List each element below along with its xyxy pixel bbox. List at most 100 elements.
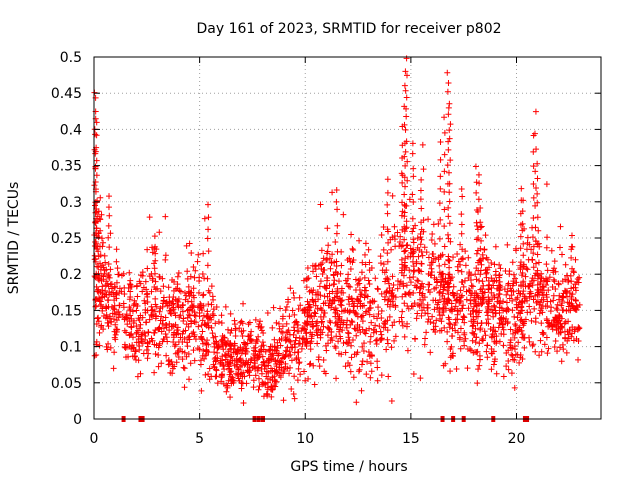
data-point (401, 213, 408, 220)
data-point (151, 260, 158, 267)
data-point (572, 284, 579, 291)
data-point (385, 280, 392, 287)
data-point (537, 337, 544, 344)
data-point (195, 323, 202, 330)
data-point (519, 220, 526, 227)
data-point (507, 285, 514, 292)
data-point (152, 257, 159, 264)
data-point (334, 319, 341, 326)
data-point (128, 315, 135, 322)
data-point (398, 256, 405, 263)
data-point (420, 166, 427, 173)
data-point (478, 286, 485, 293)
data-point (434, 278, 441, 285)
data-point (205, 214, 212, 221)
data-point (520, 279, 527, 286)
data-point (278, 328, 285, 335)
data-point (538, 320, 545, 327)
data-point (151, 329, 158, 336)
data-point (255, 351, 262, 358)
data-point (190, 292, 197, 299)
data-point (531, 305, 538, 312)
data-point (356, 298, 363, 305)
data-point (105, 204, 112, 211)
data-point (391, 223, 398, 230)
data-point (303, 329, 310, 336)
data-point (297, 302, 304, 309)
data-point (445, 271, 452, 278)
data-point (200, 347, 207, 354)
data-point (113, 328, 120, 335)
data-point (414, 277, 421, 284)
data-point (227, 310, 234, 317)
data-point (333, 187, 340, 194)
data-point (214, 349, 221, 356)
data-point (358, 269, 365, 276)
data-point (139, 329, 146, 336)
data-point (483, 269, 490, 276)
data-point (110, 365, 117, 372)
data-point (224, 361, 231, 368)
data-point (343, 280, 350, 287)
data-point (529, 256, 536, 263)
data-point (94, 197, 101, 204)
data-point (367, 338, 374, 345)
data-point (265, 357, 272, 364)
data-point (510, 278, 517, 285)
data-point (444, 88, 451, 95)
data-point (225, 350, 232, 357)
data-point (239, 320, 246, 327)
data-point (95, 229, 102, 236)
data-point (431, 285, 438, 292)
data-point (459, 246, 466, 253)
data-point (412, 282, 419, 289)
data-point (289, 307, 296, 314)
data-point (517, 233, 524, 240)
data-point (418, 268, 425, 275)
data-point (416, 289, 423, 296)
data-point (551, 258, 558, 265)
data-point (417, 241, 424, 248)
data-point (190, 302, 197, 309)
data-point (126, 296, 133, 303)
data-point (324, 256, 331, 263)
data-point (318, 247, 325, 254)
data-point (475, 366, 482, 373)
data-point (255, 333, 262, 340)
data-point (188, 298, 195, 305)
data-point (290, 331, 297, 338)
data-point (541, 341, 548, 348)
data-point (357, 293, 364, 300)
data-point (185, 323, 192, 330)
data-point (192, 267, 199, 274)
data-point (170, 331, 177, 338)
data-point (520, 322, 527, 329)
data-point (248, 357, 255, 364)
data-point (258, 361, 265, 368)
data-point (447, 368, 454, 375)
data-point (190, 347, 197, 354)
data-point (191, 312, 198, 319)
data-point (410, 370, 417, 377)
data-point (455, 267, 462, 274)
data-point (502, 268, 509, 275)
data-point (240, 399, 247, 406)
data-point (565, 278, 572, 285)
data-point (491, 277, 498, 284)
data-point (518, 316, 525, 323)
data-point (189, 330, 196, 337)
data-point (135, 357, 142, 364)
data-point (246, 319, 253, 326)
data-point (511, 346, 518, 353)
data-point (106, 212, 113, 219)
data-point (551, 278, 558, 285)
data-point (543, 334, 550, 341)
data-point (343, 324, 350, 331)
data-point (396, 281, 403, 288)
data-point (96, 342, 103, 349)
data-point (356, 366, 363, 373)
data-point (160, 283, 167, 290)
data-point (365, 246, 372, 253)
data-point (309, 331, 316, 338)
data-point (410, 273, 417, 280)
